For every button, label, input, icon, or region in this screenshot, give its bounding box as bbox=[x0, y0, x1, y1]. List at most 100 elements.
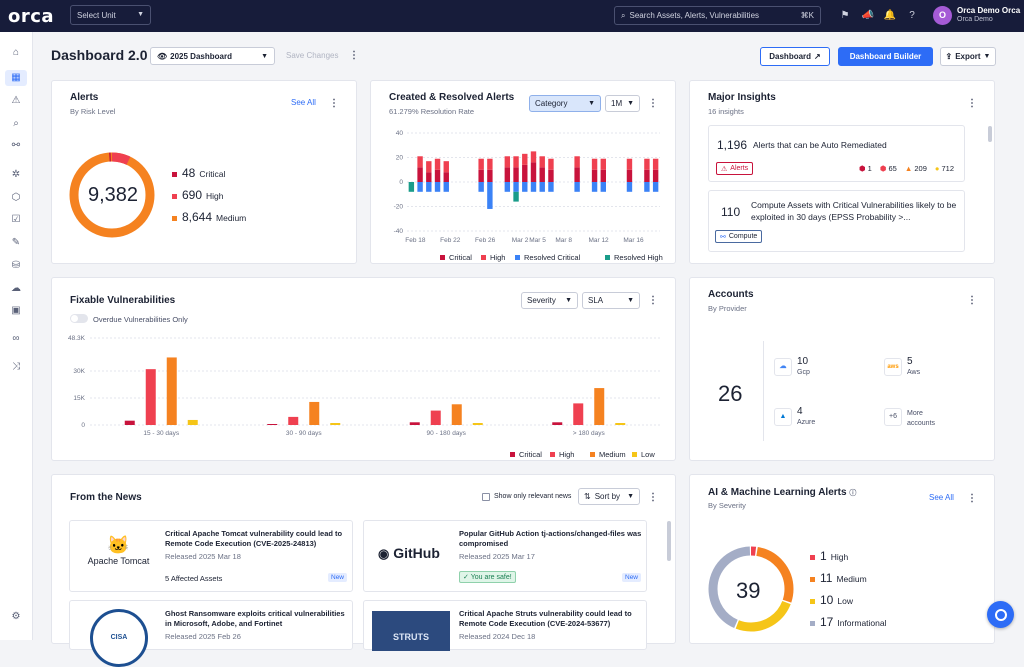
bar-high[interactable] bbox=[434, 158, 441, 170]
category-select[interactable]: Category ▼ bbox=[529, 95, 601, 112]
ai-row-medium[interactable]: 11 Medium bbox=[810, 571, 867, 585]
sort-by-select[interactable]: ⇅ Sort by ▼ bbox=[578, 488, 640, 505]
bar-medium[interactable] bbox=[309, 401, 320, 425]
network-icon[interactable]: ✲ bbox=[11, 169, 21, 180]
affected-assets[interactable]: 5 Affected Assets bbox=[165, 574, 223, 583]
bar-low[interactable] bbox=[615, 423, 626, 425]
bar-low[interactable] bbox=[187, 419, 198, 425]
insights-more-icon[interactable]: ⋮ bbox=[967, 98, 977, 109]
dashboard-button[interactable]: Dashboard ↗ bbox=[760, 47, 830, 66]
save-changes-button[interactable]: Save Changes bbox=[286, 51, 339, 60]
news-item[interactable]: ◉ GitHub Popular GitHub Action tj-action… bbox=[363, 520, 647, 592]
news-item[interactable]: CISA Ghost Ransomware exploits critical … bbox=[69, 600, 353, 667]
alerts-more-icon[interactable]: ⋮ bbox=[329, 98, 339, 109]
select-unit-dropdown[interactable]: Select Unit ▼ bbox=[70, 5, 151, 25]
bar-high[interactable] bbox=[591, 158, 598, 170]
alerts-see-all-link[interactable]: See All bbox=[291, 98, 316, 107]
bar-resolved-critical[interactable] bbox=[417, 182, 423, 192]
bar-high[interactable] bbox=[288, 416, 299, 425]
bar-resolved-critical[interactable] bbox=[644, 182, 650, 192]
bar-critical[interactable] bbox=[600, 169, 606, 182]
ai-alerts-donut[interactable] bbox=[707, 545, 795, 633]
bar-critical[interactable] bbox=[124, 420, 135, 425]
bar-critical[interactable] bbox=[539, 167, 545, 182]
bar-critical[interactable] bbox=[522, 164, 528, 182]
graph-icon[interactable]: ⚯ bbox=[11, 140, 21, 151]
bar-resolved-high[interactable] bbox=[513, 191, 519, 202]
bar-resolved-high[interactable] bbox=[408, 182, 415, 192]
bar-resolved-critical[interactable] bbox=[487, 182, 493, 209]
news-item[interactable]: 🐱 Apache Tomcat Critical Apache Tomcat v… bbox=[69, 520, 353, 592]
bar-high[interactable] bbox=[574, 156, 580, 168]
range-select[interactable]: 1M ▼ bbox=[605, 95, 640, 112]
dashboard-select[interactable]: 👁 2025 Dashboard ▼ bbox=[150, 47, 275, 65]
bar-critical[interactable] bbox=[426, 172, 432, 182]
compute-tag[interactable]: ⚯ Compute bbox=[715, 230, 763, 243]
bar-high[interactable] bbox=[145, 369, 156, 425]
relevant-news-checkbox[interactable] bbox=[482, 493, 490, 501]
bar-critical[interactable] bbox=[478, 169, 484, 182]
insight-item[interactable]: 1,196 Alerts that can be Auto Remediated… bbox=[708, 125, 965, 182]
ai-alerts-more-icon[interactable]: ⋮ bbox=[967, 493, 977, 504]
database-icon[interactable]: ⛁ bbox=[11, 260, 21, 271]
bar-high[interactable] bbox=[430, 410, 441, 425]
bar-high[interactable] bbox=[644, 158, 650, 170]
severity-select[interactable]: Severity ▼ bbox=[521, 292, 578, 309]
page-more-icon[interactable]: ⋮ bbox=[349, 50, 359, 61]
bar-resolved-critical[interactable] bbox=[591, 182, 598, 192]
accounts-more-icon[interactable]: ⋮ bbox=[967, 295, 977, 306]
more-accounts-icon[interactable]: +6 bbox=[884, 408, 902, 426]
news-item[interactable]: STRUTS Critical Apache Struts vulnerabil… bbox=[363, 600, 647, 651]
flag-icon[interactable]: ⚑ bbox=[840, 10, 850, 21]
bar-critical[interactable] bbox=[409, 422, 420, 425]
bar-critical[interactable] bbox=[644, 169, 650, 182]
aws-icon[interactable]: aws bbox=[884, 358, 902, 376]
legend-high[interactable]: High bbox=[550, 450, 574, 459]
insight-item[interactable]: 110 Compute Assets with Critical Vulnera… bbox=[708, 190, 965, 252]
sla-select[interactable]: SLA ▼ bbox=[582, 292, 640, 309]
bar-critical[interactable] bbox=[443, 172, 449, 182]
bar-high[interactable] bbox=[417, 156, 423, 168]
automation-icon[interactable]: ⤨ bbox=[12, 361, 20, 372]
home-icon[interactable]: ⌂ bbox=[12, 47, 20, 58]
donut-segment-medium[interactable] bbox=[708, 546, 794, 632]
legend-medium[interactable]: Medium bbox=[590, 450, 626, 459]
legend-critical[interactable]: Critical bbox=[510, 450, 542, 459]
bar-resolved-critical[interactable] bbox=[434, 182, 441, 192]
fixable-more-icon[interactable]: ⋮ bbox=[648, 295, 658, 306]
created-resolved-more-icon[interactable]: ⋮ bbox=[648, 98, 658, 109]
bar-resolved-critical[interactable] bbox=[504, 182, 511, 192]
bar-resolved-critical[interactable] bbox=[574, 182, 580, 192]
bar-resolved-critical[interactable] bbox=[426, 182, 432, 192]
bar-critical[interactable] bbox=[530, 162, 537, 182]
bar-high[interactable] bbox=[426, 161, 432, 173]
bar-resolved-critical[interactable] bbox=[478, 182, 484, 192]
bar-high[interactable] bbox=[652, 158, 659, 170]
bar-high[interactable] bbox=[548, 158, 554, 170]
bar-resolved-critical[interactable] bbox=[522, 182, 528, 192]
legend-resolved-high[interactable]: Resolved High bbox=[605, 253, 663, 262]
bar-resolved-critical[interactable] bbox=[600, 182, 606, 192]
alerts-row-medium[interactable]: 8,644 Medium bbox=[172, 210, 246, 224]
bar-medium[interactable] bbox=[166, 357, 177, 425]
news-more-icon[interactable]: ⋮ bbox=[648, 492, 658, 503]
export-button[interactable]: ⇪ Export ▼ bbox=[940, 47, 996, 66]
gcp-icon[interactable]: ☁ bbox=[774, 358, 792, 376]
donut-segment-low[interactable] bbox=[708, 546, 794, 632]
bar-resolved-critical[interactable] bbox=[530, 182, 537, 192]
user-name[interactable]: Orca Demo Orca bbox=[957, 6, 1021, 15]
bar-critical[interactable] bbox=[591, 169, 598, 182]
identity-icon[interactable]: ▣ bbox=[11, 305, 21, 316]
bar-critical[interactable] bbox=[548, 169, 554, 182]
bar-critical[interactable] bbox=[267, 424, 278, 425]
alerts-donut[interactable] bbox=[68, 151, 156, 239]
donut-segment-informational[interactable] bbox=[708, 546, 794, 632]
settings-gear-icon[interactable]: ⚙ bbox=[11, 611, 21, 622]
ai-row-low[interactable]: 10 Low bbox=[810, 593, 853, 607]
bar-high[interactable] bbox=[478, 158, 484, 170]
bar-high[interactable] bbox=[626, 158, 633, 170]
legend-low[interactable]: Low bbox=[632, 450, 655, 459]
bar-medium[interactable] bbox=[451, 404, 462, 425]
bar-high[interactable] bbox=[522, 153, 528, 165]
alerts-row-high[interactable]: 690 High bbox=[172, 188, 224, 202]
